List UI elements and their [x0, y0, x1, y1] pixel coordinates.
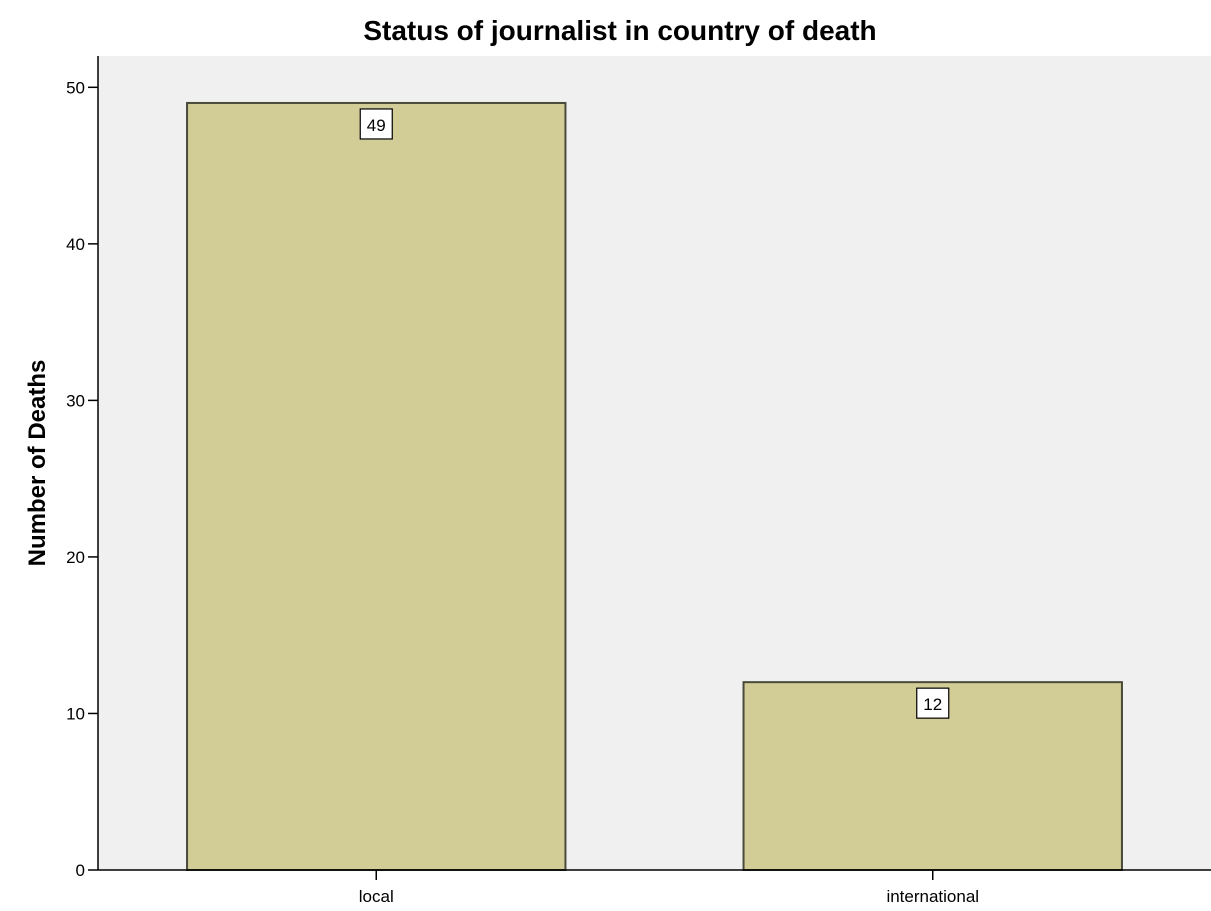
y-tick-label: 0 — [76, 861, 85, 880]
y-tick-label: 30 — [66, 391, 85, 410]
y-axis: 0 10 20 30 40 50 — [66, 56, 99, 880]
y-axis-label: Number of Deaths — [24, 360, 51, 567]
data-label: 49 — [367, 116, 386, 135]
x-tick-label: international — [886, 887, 979, 906]
y-tick-label: 20 — [66, 548, 85, 567]
data-label-box — [916, 687, 950, 719]
chart-title: Status of journalist in country of death — [363, 15, 876, 46]
y-tick-label: 50 — [66, 78, 85, 97]
x-tick-label: local — [359, 887, 394, 906]
y-tick-label: 10 — [66, 704, 85, 723]
data-label-box — [359, 108, 393, 140]
x-axis: local international — [98, 869, 1211, 906]
data-label: 12 — [923, 695, 942, 714]
y-tick-label: 40 — [66, 235, 85, 254]
bar-local — [186, 101, 567, 871]
bars-group: 49 12 — [186, 101, 1123, 872]
